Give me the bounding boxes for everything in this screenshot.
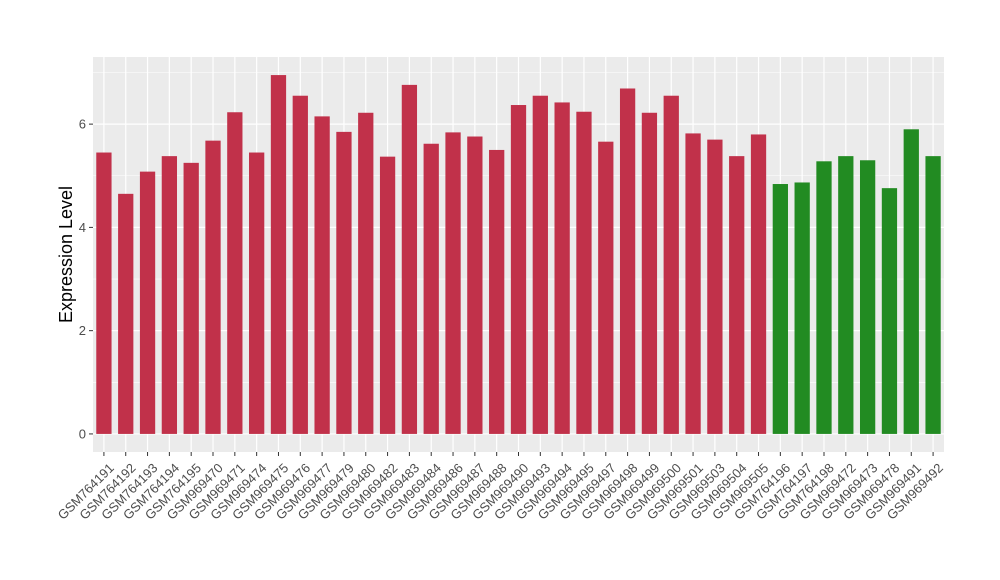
bar-GSM969492 — [925, 156, 941, 434]
bar-GSM969477 — [314, 116, 330, 434]
y-tick-label: 2 — [79, 323, 86, 338]
bar-GSM764195 — [183, 162, 199, 434]
bar-GSM969495 — [576, 111, 592, 434]
x-axis: GSM764191GSM764192GSM764193GSM764194GSM7… — [55, 452, 946, 523]
bar-GSM969497 — [598, 141, 614, 434]
bar-GSM969474 — [249, 152, 265, 434]
bar-GSM969479 — [336, 131, 352, 434]
bar-GSM969503 — [707, 139, 723, 434]
bar-GSM969505 — [750, 134, 767, 434]
bar-GSM969499 — [641, 112, 658, 434]
bar-GSM969487 — [467, 136, 483, 434]
bars — [96, 75, 941, 434]
bar-GSM969488 — [489, 149, 505, 434]
bar-GSM969472 — [838, 156, 854, 434]
bar-GSM969501 — [685, 133, 701, 434]
bar-GSM764196 — [772, 184, 788, 434]
bar-GSM764194 — [161, 156, 178, 434]
y-tick-label: 6 — [79, 117, 86, 132]
bar-GSM764192 — [118, 193, 134, 434]
bar-GSM969500 — [663, 95, 679, 434]
bar-GSM969475 — [270, 75, 287, 434]
bar-GSM969482 — [379, 156, 396, 434]
bar-GSM969476 — [292, 95, 308, 434]
bar-GSM969493 — [532, 95, 548, 434]
bar-GSM969473 — [859, 160, 876, 434]
bar-GSM969478 — [881, 188, 898, 434]
bar-GSM969486 — [445, 132, 461, 434]
bar-GSM969490 — [510, 105, 527, 434]
bar-GSM969483 — [401, 84, 418, 434]
y-axis-title: Expression Level — [56, 186, 76, 323]
bar-GSM764197 — [794, 182, 810, 434]
bar-GSM969504 — [729, 156, 745, 434]
y-tick-label: 0 — [79, 426, 86, 441]
bar-GSM969471 — [227, 112, 243, 434]
bar-GSM969491 — [903, 129, 919, 434]
y-tick-label: 4 — [79, 220, 86, 235]
bar-GSM969484 — [423, 143, 439, 434]
bar-GSM764191 — [96, 152, 112, 434]
bar-GSM764193 — [139, 171, 156, 434]
bar-GSM969498 — [619, 88, 636, 434]
bar-GSM969470 — [205, 140, 221, 434]
bar-GSM969494 — [554, 102, 570, 434]
bar-GSM764198 — [816, 161, 832, 434]
bar-GSM969480 — [358, 112, 374, 434]
y-axis: 0 2 4 6 — [79, 117, 93, 441]
